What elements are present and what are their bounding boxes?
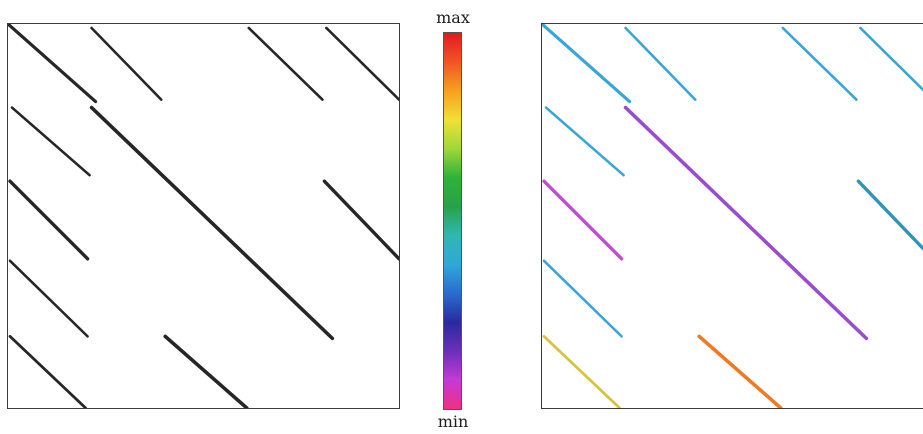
left-line-2 <box>90 26 163 101</box>
right-line-group <box>542 24 923 408</box>
right-line-9 <box>542 259 623 338</box>
right-lines-plot <box>542 24 923 408</box>
left-line-3 <box>247 26 324 101</box>
left-line-6 <box>8 179 90 261</box>
right-line-7 <box>623 105 869 341</box>
left-line-7 <box>89 105 335 341</box>
left-panel-plain-lines <box>7 23 400 409</box>
left-line-10 <box>8 334 88 408</box>
right-line-2 <box>624 26 697 101</box>
right-line-5 <box>544 106 625 177</box>
right-line-3 <box>781 26 858 101</box>
right-line-10 <box>542 334 622 408</box>
left-line-5 <box>10 106 91 177</box>
left-line-group <box>8 24 399 408</box>
right-line-1 <box>542 24 632 104</box>
left-lines-plot <box>8 24 399 408</box>
right-line-6 <box>542 179 624 261</box>
left-line-4 <box>325 26 399 101</box>
right-line-8 <box>856 179 923 251</box>
colorbar-max-label: max <box>436 8 470 27</box>
right-line-11 <box>697 334 783 408</box>
left-line-9 <box>8 259 89 338</box>
colorbar <box>443 32 462 410</box>
left-line-1 <box>8 24 98 104</box>
right-panel-colored-lines <box>541 23 923 409</box>
right-line-4 <box>859 26 923 92</box>
colorbar-min-label: min <box>437 412 469 431</box>
left-line-11 <box>163 334 249 408</box>
left-line-8 <box>322 179 399 261</box>
